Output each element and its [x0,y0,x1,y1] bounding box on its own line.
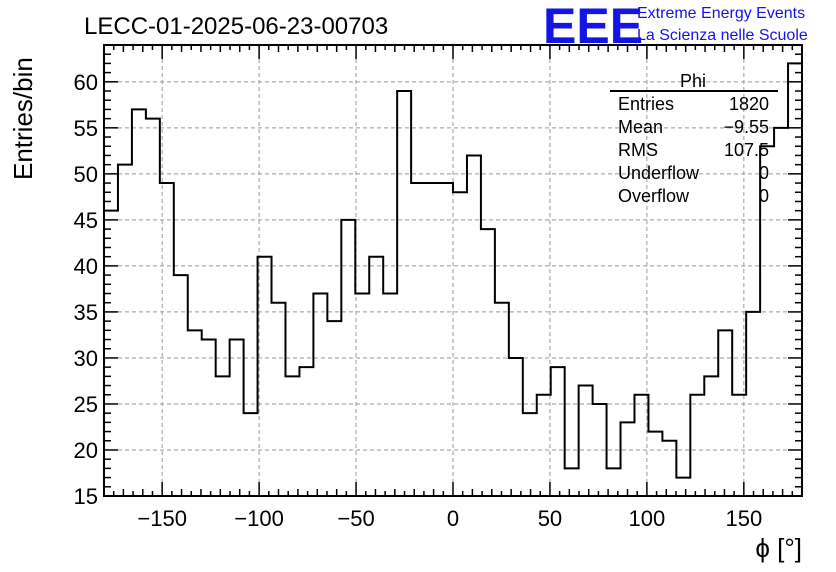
y-tick-label: 35 [74,300,98,325]
x-tick-label: 0 [447,506,459,531]
stats-label: Underflow [618,163,700,183]
stats-label: Overflow [618,186,690,206]
x-tick-label: −100 [234,506,284,531]
x-tick-label: 50 [538,506,562,531]
stats-value: 0 [759,163,769,183]
x-axis-label: ϕ [°] [755,533,802,563]
logo-line-1: Extreme Energy Events [637,5,805,22]
stats-label: Entries [618,94,674,114]
y-tick-label: 40 [74,254,98,279]
x-tick-label: 100 [629,506,666,531]
stats-rows: Entries 1820 Mean −9.55 RMS 107.5 Underflow 0 Ov… [618,94,769,206]
histogram-step-line [104,62,802,479]
y-tick-label: 50 [74,162,98,187]
stats-value: −9.55 [723,117,769,137]
stats-value: 0 [759,186,769,206]
chart-title: LECC-01-2025-06-23-00703 [84,13,388,40]
y-tick-label: 20 [74,438,98,463]
x-tick-label: 150 [725,506,762,531]
logo-line-2: La Scienza nelle Scuole [637,27,808,44]
eee-logo: EEE Extreme Energy Events La Scienza nel… [543,0,808,54]
stats-title: Phi [680,71,706,91]
stats-label: RMS [618,140,658,160]
y-tick-label: 45 [74,208,98,233]
y-axis-label: Entries/bin [8,57,38,180]
axis-tick-labels: −150 −100 −50 0 50 100 150 15 20 25 30 35 40 45 50 55 60 [74,70,763,531]
stats-label: Mean [618,117,663,137]
stats-box: Phi Entries 1820 Mean −9.55 RMS 107.5 Underflo… [610,71,778,206]
axis-ticks [104,44,802,497]
stats-value: 107.5 [724,140,769,160]
logo-mark: EEE [543,0,643,54]
grid-lines [104,45,802,497]
x-tick-label: −50 [337,506,374,531]
stats-value: 1820 [729,94,769,114]
y-tick-label: 30 [74,346,98,371]
x-tick-label: −150 [137,506,187,531]
y-tick-label: 60 [74,70,98,95]
y-tick-label: 15 [74,484,98,509]
y-tick-label: 25 [74,392,98,417]
y-tick-label: 55 [74,116,98,141]
